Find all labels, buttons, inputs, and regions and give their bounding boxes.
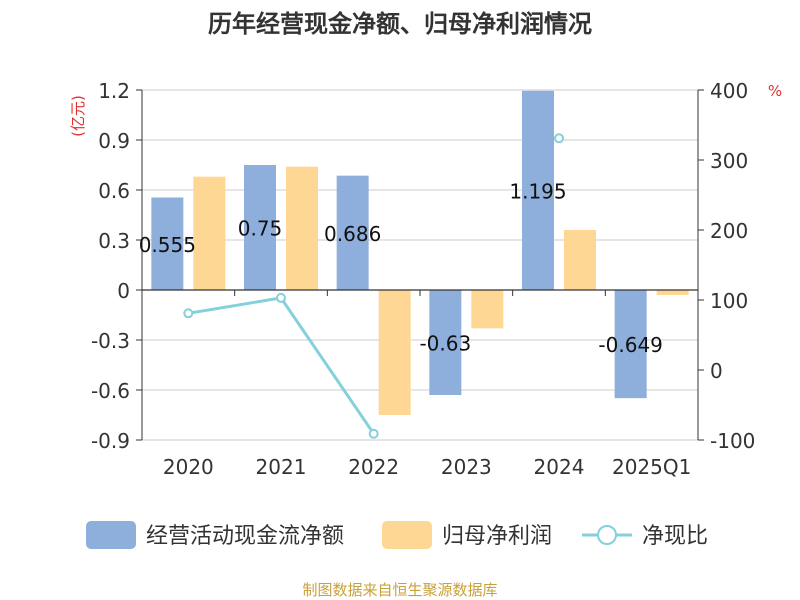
right-axis-tick-label: 400 (710, 79, 748, 103)
line-point-net-cash-ratio (276, 292, 286, 303)
bar-operating-cash-flow (151, 197, 184, 290)
legend: 经营活动现金流净额 归母净利润 净现比 (86, 521, 708, 549)
data-labels: 0.555 0.75 0.686 -0.63 1.195 -0.649 (139, 179, 663, 357)
gridlines (142, 89, 698, 441)
right-axis-tick-label: 0 (710, 359, 723, 383)
chart-title: 历年经营现金净额、归母净利润情况 (208, 10, 592, 38)
line-series-group (183, 133, 564, 439)
data-label: 0.686 (324, 222, 381, 246)
source-note: 制图数据来自恒生聚源数据库 (302, 581, 497, 599)
bar-net-profit (471, 290, 504, 329)
bar-operating-cash-flow (429, 290, 462, 395)
x-axis-category-label: 2021 (256, 455, 307, 479)
legend-label: 净现比 (642, 524, 708, 549)
right-axis-unit-label: % (768, 82, 782, 100)
data-label: 0.555 (139, 233, 196, 257)
bar-net-profit (564, 230, 596, 290)
data-label: -0.649 (598, 333, 662, 357)
legend-label: 经营活动现金流净额 (146, 524, 344, 549)
x-axis-category-label: 2020 (163, 455, 214, 479)
right-axis-tick-label: -100 (710, 429, 755, 453)
line-point-net-cash-ratio (368, 428, 379, 439)
left-axis-unit-label: (亿元) (69, 95, 87, 137)
data-label: -0.63 (419, 332, 471, 356)
axes: 1.2 0.9 0.6 0.3 0 -0.3 -0.6 -0.9 400 300 200 100 0 -1… (91, 79, 755, 479)
x-axis-category-label: 2022 (348, 455, 399, 479)
bar-net-profit (378, 290, 411, 415)
left-axis-tick-label: -0.6 (91, 379, 130, 403)
legend-swatch-net-profit (382, 521, 432, 549)
left-axis-tick-label: -0.3 (91, 329, 130, 353)
left-axis-tick-label: 0.9 (98, 129, 130, 153)
bar-net-profit (286, 166, 318, 290)
right-axis-tick-label: 200 (710, 219, 748, 243)
line-net-cash-ratio (188, 296, 375, 435)
bar-operating-cash-flow (244, 165, 276, 290)
x-axis-category-label: 2023 (441, 455, 492, 479)
left-axis-tick-label: -0.9 (91, 429, 130, 453)
legend-label: 归母净利润 (442, 524, 552, 549)
bar-operating-cash-flow (336, 175, 369, 290)
x-axis-category-label: 2024 (534, 455, 585, 479)
right-axis-tick-label: 300 (710, 149, 748, 173)
legend-swatch-operating-cash-flow (86, 521, 136, 549)
bar-operating-cash-flow (522, 90, 554, 290)
bar-net-profit (656, 290, 689, 295)
data-label: 1.195 (509, 179, 566, 203)
left-axis-tick-label: 0 (117, 279, 130, 303)
right-axis-tick-label: 100 (710, 289, 748, 313)
bar-net-profit (193, 176, 226, 290)
legend-marker-net-cash-ratio (597, 525, 617, 545)
left-axis-tick-label: 1.2 (98, 79, 130, 103)
bar-operating-cash-flow (614, 290, 647, 399)
bar-series-group (151, 90, 689, 415)
data-label: 0.75 (238, 217, 283, 241)
left-axis-tick-label: 0.3 (98, 229, 130, 253)
line-point-net-cash-ratio (183, 308, 194, 319)
left-axis-tick-label: 0.6 (98, 179, 130, 203)
line-point-net-cash-ratio (554, 133, 564, 144)
x-axis-category-label: 2025Q1 (612, 455, 691, 479)
